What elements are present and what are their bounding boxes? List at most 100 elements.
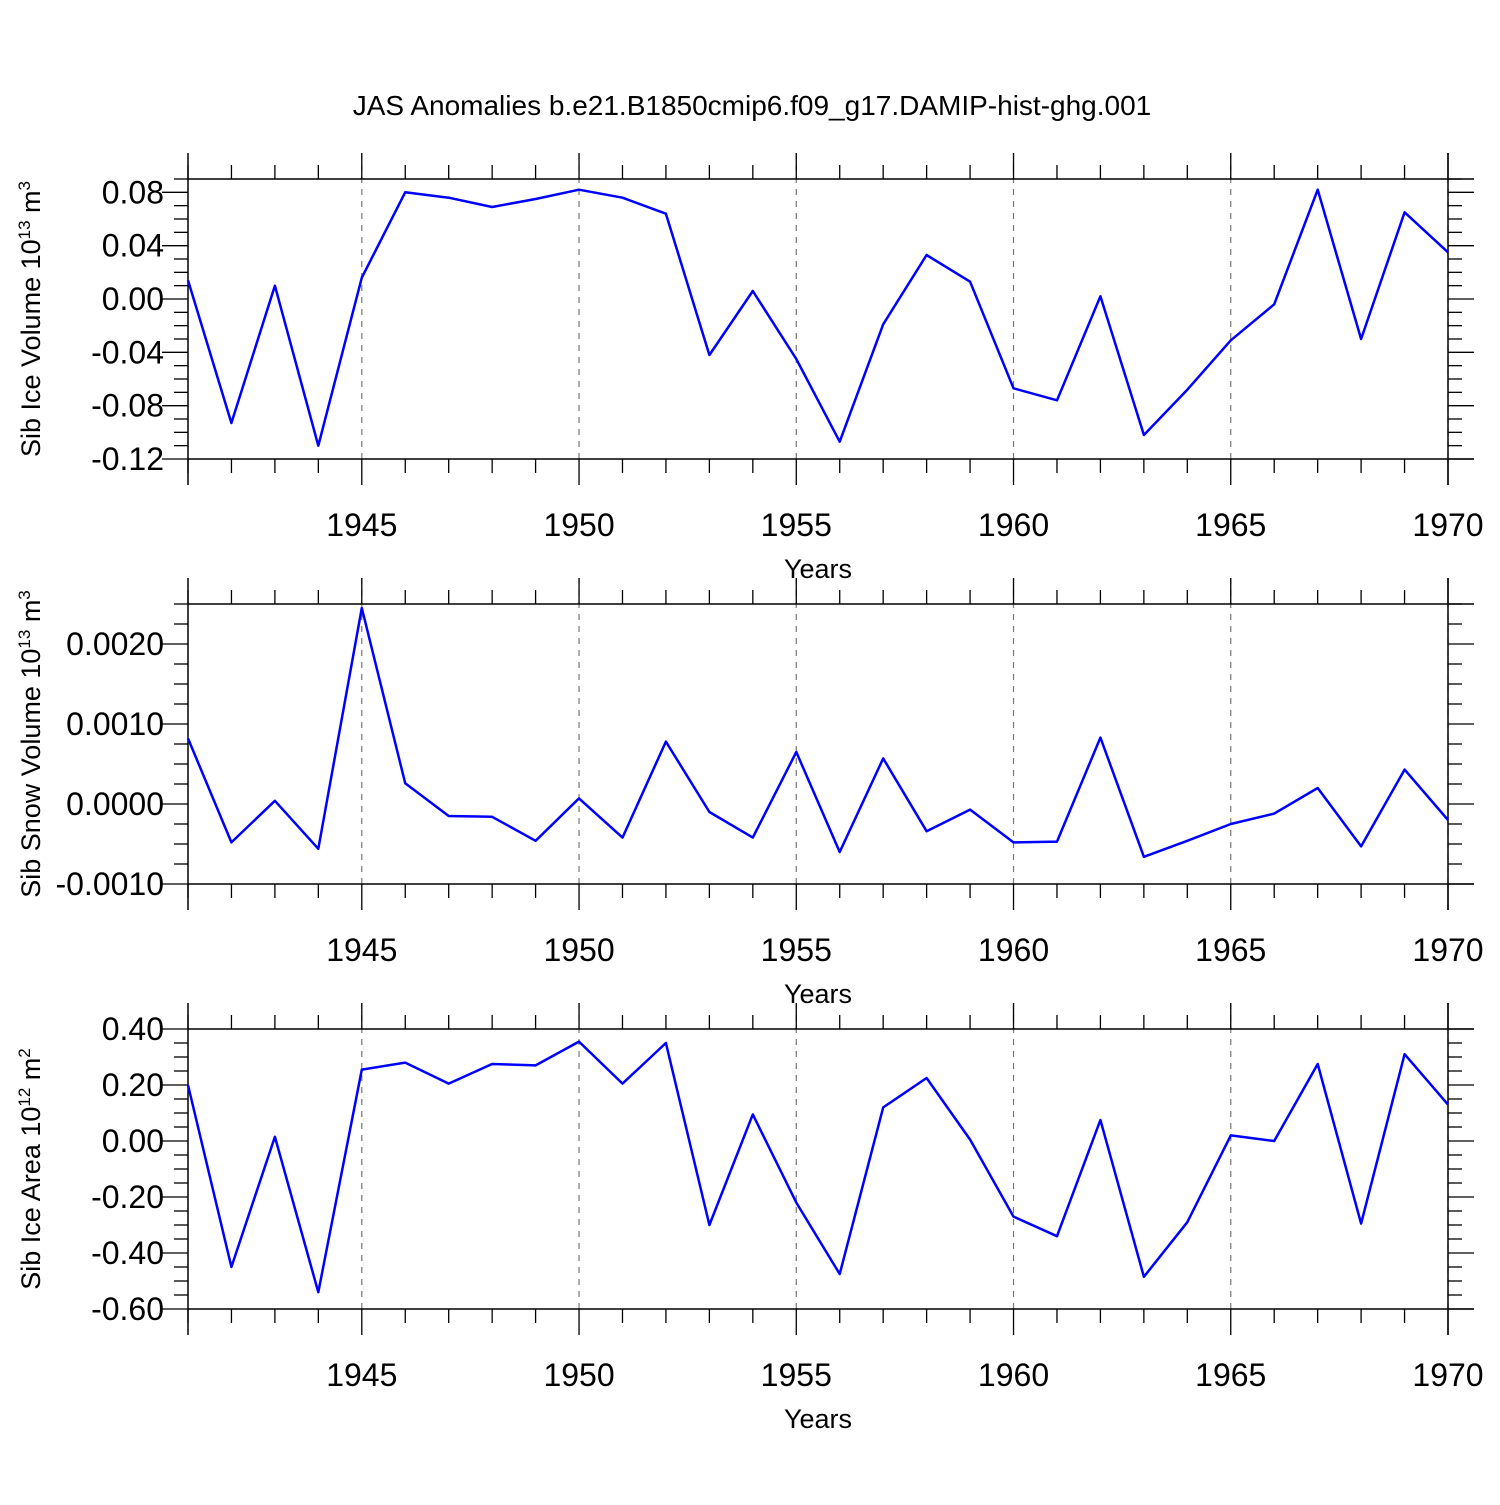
y-axis-label-unit: m [16,190,46,220]
data-point-1965 [1230,823,1232,825]
data-point-1956 [839,1273,841,1275]
data-point-1952 [665,1042,667,1044]
data-point-1946 [404,192,406,194]
x-tick-label-1960: 1960 [978,1357,1049,1393]
x-tick-label-1960: 1960 [978,507,1049,543]
data-point-1950 [578,1041,580,1043]
data-point-1954 [752,290,754,292]
data-point-1952 [665,213,667,215]
y-axis-label-unit: m [16,1058,46,1088]
data-point-1945 [361,1069,363,1071]
data-point-1951 [622,197,624,199]
y-axis-label-main: Sib Ice Volume 10 [16,239,46,457]
data-point-1961 [1056,400,1058,402]
y-tick-label--0.60: -0.60 [91,1291,164,1327]
data-point-1956 [839,851,841,853]
y-axis-label-main: Sib Snow Volume 10 [16,649,46,898]
data-point-1959 [969,281,971,283]
data-point-1946 [404,782,406,784]
x-tick-label-1965: 1965 [1195,1357,1266,1393]
data-point-1944 [318,1291,320,1293]
data-point-1969 [1404,769,1406,771]
data-point-1943 [274,285,276,287]
data-point-1957 [882,758,884,760]
data-point-1965 [1230,1135,1232,1137]
y-axis-label-main: Sib Ice Area 10 [16,1107,46,1290]
y-axis-label-exponent: 13 [15,630,34,649]
data-point-1962 [1100,737,1102,739]
data-point-1955 [795,751,797,753]
data-point-1950 [578,798,580,800]
data-point-1949 [535,1065,537,1067]
data-point-1948 [491,1063,493,1065]
series-line [186,1040,1449,1294]
data-point-1957 [882,1107,884,1109]
y-tick-label-0.20: 0.20 [102,1067,164,1103]
x-tick-label-1960: 1960 [978,932,1049,968]
y-tick-label-0.08: 0.08 [102,174,164,210]
data-point-1963 [1143,856,1145,858]
data-point-1951 [622,1083,624,1085]
x-tick-label-1950: 1950 [543,1357,614,1393]
data-point-1966 [1273,813,1275,815]
data-point-1948 [491,206,493,208]
data-point-1944 [318,848,320,850]
x-axis-label: Years [784,554,852,584]
data-point-1958 [926,1077,928,1079]
data-point-1953 [709,1224,711,1226]
data-point-1965 [1230,340,1232,342]
data-point-1955 [795,358,797,360]
data-point-1970 [1447,252,1449,254]
data-point-1952 [665,741,667,743]
data-point-1970 [1447,1104,1449,1106]
data-point-1960 [1013,1216,1015,1218]
data-point-1963 [1143,434,1145,436]
data-point-1967 [1317,189,1319,191]
data-point-1963 [1143,1276,1145,1278]
x-tick-label-1945: 1945 [326,1357,397,1393]
data-point-1947 [448,1083,450,1085]
data-point-1956 [839,441,841,443]
data-point-1968 [1360,338,1362,340]
data-point-1946 [404,1062,406,1064]
y-tick-label-0.00: 0.00 [102,1123,164,1159]
data-point-1947 [448,197,450,199]
data-point-1951 [622,837,624,839]
y-tick-label-0.0000: 0.0000 [66,786,164,822]
data-point-1969 [1404,1053,1406,1055]
y-tick-label--0.12: -0.12 [91,441,164,477]
data-point-1962 [1100,1119,1102,1121]
data-point-1955 [795,1202,797,1204]
data-point-1960 [1013,388,1015,390]
y-tick-label-0.00: 0.00 [102,281,164,317]
data-point-1942 [231,842,233,844]
y-axis-label: Sib Ice Area 1012 m2 [15,1048,46,1290]
data-point-1947 [448,815,450,817]
y-axis-label-exponent: 12 [15,1088,34,1107]
data-point-1948 [491,816,493,818]
data-point-1949 [535,840,537,842]
data-point-1945 [361,277,363,279]
data-point-1949 [535,198,537,200]
data-point-1964 [1187,389,1189,391]
y-tick-label-0.0010: 0.0010 [66,706,164,742]
series-line [186,606,1449,859]
y-axis-label-unit-exponent: 3 [15,590,34,599]
data-point-1957 [882,324,884,326]
x-tick-label-1950: 1950 [543,507,614,543]
x-axis-label: Years [784,979,852,1009]
data-point-1968 [1360,846,1362,848]
y-axis-label-unit-exponent: 3 [15,181,34,190]
data-point-1942 [231,422,233,424]
data-point-1953 [709,811,711,813]
x-tick-label-1955: 1955 [761,507,832,543]
data-point-1943 [274,800,276,802]
y-axis-label-unit: m [16,600,46,630]
x-tick-label-1945: 1945 [326,507,397,543]
data-point-1941 [187,738,189,740]
data-point-1962 [1100,296,1102,298]
chart-title: JAS Anomalies b.e21.B1850cmip6.f09_g17.D… [353,90,1151,121]
y-axis-label: Sib Ice Volume 1013 m3 [15,181,46,457]
data-point-1954 [752,1114,754,1116]
data-point-1969 [1404,212,1406,214]
